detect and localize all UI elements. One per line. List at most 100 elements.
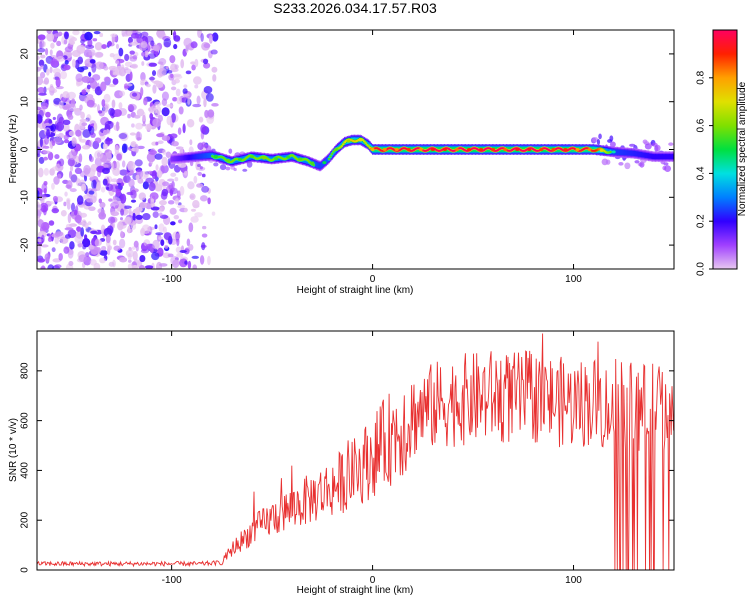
noise-speckle — [158, 67, 167, 77]
noise-speckle — [165, 104, 174, 108]
noise-speckle — [187, 97, 191, 105]
noise-speckle — [42, 145, 50, 149]
noise-speckle — [158, 223, 165, 233]
noise-speckle — [92, 74, 101, 81]
ridge-peak — [467, 148, 472, 151]
noise-speckle — [40, 64, 44, 70]
noise-speckle — [131, 264, 139, 269]
noise-speckle — [180, 59, 185, 69]
noise-speckle — [37, 98, 42, 102]
noise-speckle — [147, 170, 153, 175]
noise-speckle — [154, 153, 163, 160]
noise-speckle — [140, 229, 145, 234]
noise-speckle — [113, 245, 121, 251]
noise-speckle — [92, 38, 98, 42]
noise-speckle — [58, 158, 65, 167]
noise-speckle — [127, 36, 133, 44]
noise-speckle — [89, 155, 94, 163]
x-tick-label: 0 — [370, 274, 376, 285]
noise-speckle — [167, 253, 174, 258]
ridge-halo — [598, 133, 602, 140]
noise-speckle — [165, 66, 169, 70]
noise-speckle — [183, 170, 188, 176]
noise-speckle — [194, 84, 199, 89]
ridge-cell — [362, 140, 366, 143]
ridge-peak — [237, 158, 242, 162]
colorbar-label: Normalized spectral amplitude — [737, 81, 748, 216]
noise-speckle — [190, 61, 196, 65]
noise-speckle — [112, 71, 119, 76]
ridge-halo — [609, 135, 614, 142]
noise-speckle — [58, 132, 64, 139]
noise-speckle — [207, 197, 211, 205]
noise-speckle — [65, 184, 72, 189]
ridge-peak — [274, 157, 279, 161]
noise-speckle — [88, 49, 96, 56]
ridge-peak — [575, 148, 580, 151]
noise-speckle — [79, 118, 88, 122]
noise-speckle — [108, 198, 113, 202]
colorbar-ticks: 0.0 0.2 0.4 0.6 0.8 — [696, 70, 713, 276]
noise-speckle — [99, 32, 104, 38]
noise-speckle — [174, 176, 179, 182]
ridge-halo — [199, 166, 203, 170]
noise-speckle — [91, 63, 97, 73]
ridge-peak — [563, 148, 568, 151]
noise-speckle — [127, 263, 134, 269]
noise-speckle — [79, 138, 87, 143]
noise-speckle — [211, 211, 216, 216]
noise-speckle — [73, 108, 82, 112]
noise-speckle — [211, 66, 218, 73]
noise-speckle — [46, 87, 56, 91]
noise-speckle — [179, 185, 185, 196]
noise-speckle — [64, 60, 69, 65]
ridge-cell — [330, 152, 334, 155]
noise-speckle — [85, 44, 95, 50]
noise-speckle — [171, 112, 176, 123]
noise-speckle — [161, 135, 171, 141]
ridge-peak — [479, 148, 484, 151]
noise-speckle — [129, 132, 136, 136]
noise-speckle — [130, 199, 137, 203]
noise-speckle — [74, 214, 82, 224]
noise-speckle — [69, 165, 74, 172]
noise-speckle — [62, 119, 71, 126]
noise-speckle — [79, 212, 88, 218]
ridge-peak — [406, 148, 411, 151]
ridge-cell — [329, 155, 332, 158]
x-tick-label: 100 — [565, 575, 582, 586]
snr-y-ticks: 0 200 400 600 800 — [20, 362, 674, 573]
noise-speckle — [104, 120, 114, 130]
noise-speckle — [113, 112, 120, 118]
noise-speckle — [119, 256, 128, 263]
noise-speckle — [106, 225, 114, 235]
noise-speckle — [50, 58, 59, 67]
noise-speckle — [99, 257, 106, 264]
noise-speckle — [37, 231, 47, 238]
ridge-peak — [430, 148, 435, 151]
ridge-peak — [310, 161, 315, 165]
noise-speckle — [37, 167, 44, 178]
noise-speckle — [161, 188, 169, 197]
noise-speckle — [41, 234, 45, 244]
noise-speckle — [77, 56, 84, 65]
noise-speckle — [82, 129, 91, 138]
ridge-halo — [664, 165, 671, 173]
y-tick-label: 600 — [20, 412, 31, 429]
noise-speckle — [155, 232, 164, 236]
noise-speckle — [37, 190, 40, 200]
noise-speckle — [94, 239, 100, 247]
noise-speckle — [37, 47, 46, 53]
noise-speckle — [66, 199, 70, 204]
noise-speckle — [76, 195, 84, 206]
noise-speckle — [174, 64, 179, 70]
noise-speckle — [173, 78, 180, 84]
noise-speckle — [88, 71, 92, 77]
noise-speckle — [110, 184, 119, 192]
noise-speckle — [192, 264, 197, 269]
noise-speckle — [145, 83, 151, 88]
noise-speckle — [50, 123, 56, 132]
noise-speckle — [155, 105, 162, 115]
noise-speckle — [142, 181, 149, 190]
